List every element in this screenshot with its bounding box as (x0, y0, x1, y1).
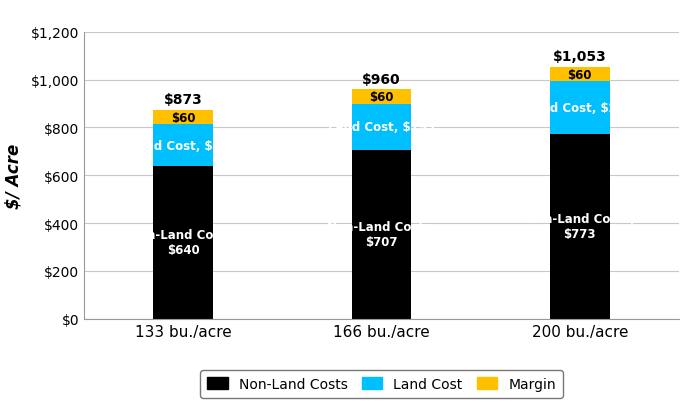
Text: Land Cost, $173: Land Cost, $173 (130, 139, 237, 152)
Bar (153, 111, 213, 125)
Text: Land Cost, $220: Land Cost, $220 (526, 102, 634, 115)
Legend: Non-Land Costs, Land Cost, Margin: Non-Land Costs, Land Cost, Margin (200, 370, 563, 398)
Bar (550, 82, 610, 135)
Text: $960: $960 (362, 72, 401, 86)
Text: $1,053: $1,053 (553, 50, 607, 64)
Bar (351, 90, 412, 104)
Text: $873: $873 (164, 93, 202, 107)
Bar (351, 151, 412, 319)
Text: Non-Land Costs,
$773: Non-Land Costs, $773 (526, 213, 634, 241)
Bar (351, 104, 412, 151)
Y-axis label: $/ Acre: $/ Acre (4, 143, 22, 209)
Bar (153, 166, 213, 319)
Text: Non-Land Costs,
$707: Non-Land Costs, $707 (327, 221, 436, 249)
Text: Land Cost, $193: Land Cost, $193 (328, 121, 435, 134)
Text: Non-Land Costs,
$640: Non-Land Costs, $640 (129, 229, 237, 256)
Text: $60: $60 (568, 68, 592, 81)
Bar (550, 68, 610, 82)
Bar (550, 135, 610, 319)
Bar (153, 125, 213, 166)
Text: $60: $60 (171, 111, 195, 124)
Text: $60: $60 (370, 91, 393, 103)
